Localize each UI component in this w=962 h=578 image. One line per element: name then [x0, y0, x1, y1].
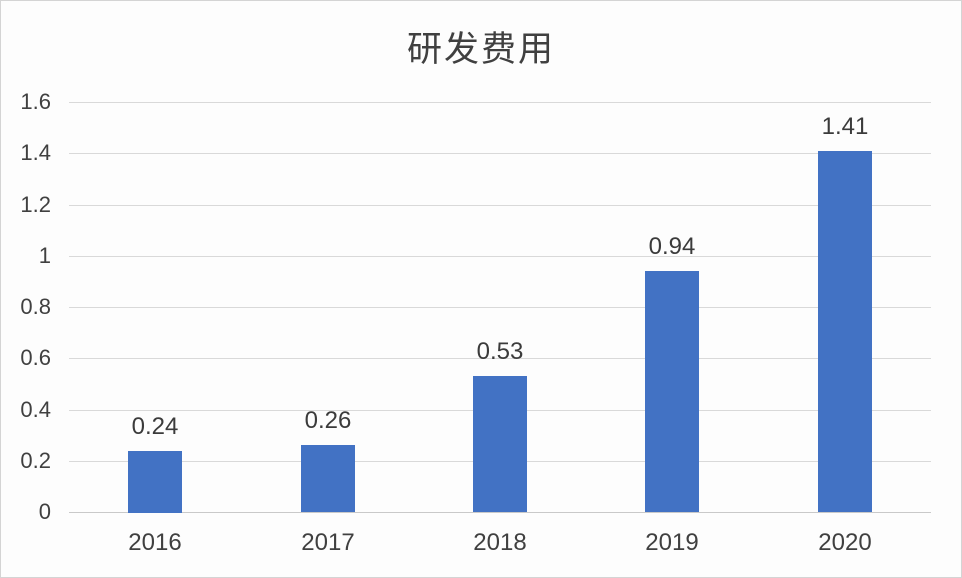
chart-title: 研发费用: [406, 30, 555, 69]
y-axis-tick-label: 1.6: [20, 89, 51, 114]
bar-2016: [128, 451, 182, 513]
bar-2018: [473, 376, 527, 512]
x-axis-tick-label: 2019: [645, 529, 699, 556]
bar-value-label: 0.26: [304, 407, 352, 434]
y-axis-tick-label: 0.8: [20, 294, 51, 319]
y-axis-tick-label: 1.4: [20, 140, 51, 165]
y-axis-tick-label: 1.2: [20, 192, 51, 217]
y-axis-tick-label: 0: [38, 499, 51, 524]
gridline: [69, 205, 931, 206]
bar-value-label: 0.24: [131, 413, 179, 440]
gridline: [69, 102, 931, 103]
bar-value-label: 0.94: [648, 233, 696, 260]
bar-2019: [645, 271, 699, 512]
y-axis-tick-label: 0.4: [20, 397, 51, 422]
gridline: [69, 153, 931, 154]
gridline: [69, 256, 931, 257]
gridline: [69, 307, 931, 308]
x-axis-tick-label: 2016: [128, 529, 182, 556]
y-axis-tick-label: 1: [38, 243, 51, 268]
bar-2017: [301, 445, 355, 512]
bar-value-label: 0.53: [476, 338, 524, 365]
x-axis-tick-label: 2017: [301, 529, 355, 556]
bar-value-label: 1.41: [821, 113, 869, 140]
y-axis-tick-label: 0.2: [20, 448, 51, 473]
x-axis-line: [69, 512, 931, 513]
x-axis-tick-label: 2018: [473, 529, 527, 556]
y-axis-tick-label: 0.6: [20, 345, 51, 370]
gridline: [69, 358, 931, 359]
x-axis-tick-label: 2020: [818, 529, 872, 556]
bar-2020: [818, 151, 872, 512]
